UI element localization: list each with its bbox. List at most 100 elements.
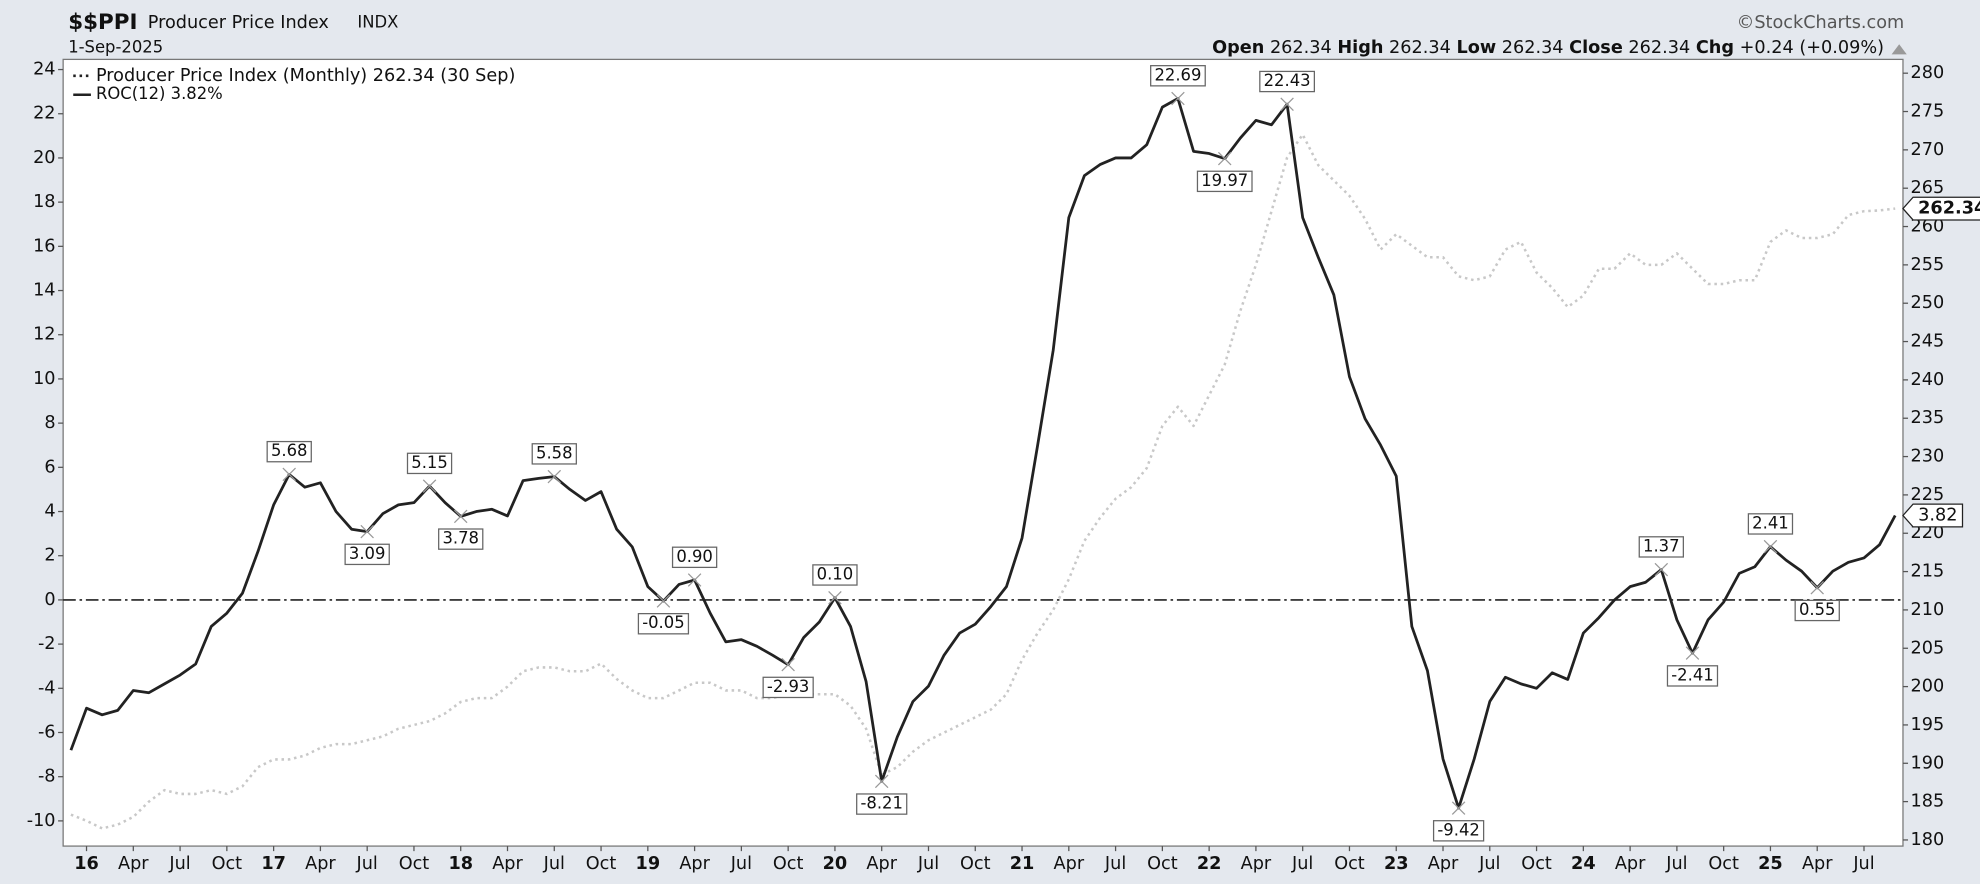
x-tick-label: Jul — [1478, 854, 1500, 874]
label-box — [1747, 513, 1794, 535]
y2-tick-label: 280 — [1911, 63, 1945, 83]
x-tick-label: 16 — [74, 854, 99, 874]
data-label: 1.37 — [1643, 536, 1680, 555]
series-line — [69, 97, 1897, 810]
point-marker — [360, 524, 374, 539]
y-tick-label: 24 — [33, 60, 55, 80]
x-tick-label: 18 — [448, 854, 473, 874]
point-marker — [828, 590, 842, 605]
up-arrow — [1891, 44, 1907, 55]
symbol: $$PPI — [68, 10, 137, 35]
x-tick-label: Jul — [1665, 854, 1687, 874]
point-marker — [1451, 801, 1466, 815]
x-tick-label: Apr — [1428, 854, 1459, 874]
x-tick-label: Oct — [773, 854, 804, 874]
quote: Open 262.34 High 262.34 Low 262.34 Close… — [1212, 38, 1884, 58]
x-tick-label: Oct — [960, 854, 991, 874]
y2-tick-label: 210 — [1911, 600, 1945, 620]
x-tick-label: Jul — [356, 854, 378, 874]
value-tag: 262.34 — [1918, 199, 1980, 219]
data-label: 3.78 — [442, 529, 479, 548]
y2-tick-label: 180 — [1911, 830, 1945, 850]
y2-tick-label: 200 — [1911, 677, 1945, 697]
x-tick-label: 21 — [1010, 854, 1035, 874]
point-marker — [1654, 562, 1669, 577]
y-tick-label: 22 — [33, 104, 55, 124]
point-marker — [687, 573, 702, 587]
x-tick-label: Oct — [1334, 854, 1365, 874]
x-tick-label: Jul — [1104, 854, 1126, 874]
y2-tick-label: 275 — [1911, 102, 1945, 122]
date: 1-Sep-2025 — [68, 38, 163, 57]
chart-title: Producer Price Index — [148, 13, 329, 33]
label-box — [438, 528, 484, 550]
y-tick-label: 18 — [33, 192, 55, 212]
y2-tick-label: 195 — [1911, 715, 1945, 735]
x-tick-label: Oct — [1521, 854, 1552, 874]
point-marker — [781, 657, 795, 672]
y-tick-label: 12 — [33, 325, 55, 345]
x-tick-label: 20 — [823, 854, 848, 874]
y2-tick-label: 205 — [1911, 638, 1945, 658]
x-tick-label: Apr — [492, 854, 523, 874]
label-box — [1794, 599, 1840, 622]
y2-tick-label: 215 — [1911, 562, 1945, 582]
label-box — [637, 613, 690, 635]
x-tick-label: Oct — [212, 854, 243, 874]
y-tick-label: 20 — [33, 148, 55, 168]
point-marker — [874, 774, 889, 789]
data-label: -2.93 — [767, 677, 809, 696]
x-tick-label: Jul — [730, 854, 752, 874]
label-box — [1150, 65, 1206, 87]
x-tick-label: Jul — [168, 854, 190, 874]
y-tick-label: 16 — [33, 236, 55, 256]
quote-label: Chg — [1696, 38, 1734, 58]
data-label: 19.97 — [1201, 171, 1248, 190]
x-tick-label: Apr — [118, 854, 149, 874]
y2-tick-label: 255 — [1911, 255, 1945, 275]
y-tick-label: 8 — [44, 413, 55, 433]
y-tick-label: 14 — [33, 281, 55, 301]
point-marker — [453, 509, 468, 524]
y-tick-label: -10 — [27, 811, 56, 831]
plot-area — [62, 58, 1904, 847]
y2-tick-label: 185 — [1911, 792, 1945, 812]
data-label: -9.42 — [1437, 820, 1479, 839]
y-tick-label: 10 — [33, 369, 55, 389]
data-label: 3.09 — [349, 544, 386, 563]
x-tick-label: Apr — [1241, 854, 1272, 874]
data-label: 0.90 — [676, 547, 713, 566]
x-tick-label: Apr — [1615, 854, 1646, 874]
x-tick-label: Oct — [1147, 854, 1178, 874]
quote-label: Open — [1212, 38, 1264, 58]
value-tag-box — [1902, 503, 1964, 528]
point-marker — [1280, 97, 1294, 112]
data-label: 0.55 — [1799, 600, 1836, 619]
x-tick-label: 19 — [636, 854, 661, 874]
data-label: 5.68 — [271, 441, 308, 460]
data-label: 22.69 — [1154, 65, 1201, 84]
data-label: 22.43 — [1264, 71, 1311, 90]
y-tick-label: -8 — [38, 767, 56, 787]
y-tick-label: 6 — [44, 457, 55, 477]
point-marker — [1763, 539, 1778, 554]
x-tick-label: Jul — [1852, 854, 1874, 874]
y-tick-label: 2 — [44, 546, 55, 566]
y2-tick-label: 225 — [1911, 485, 1945, 505]
data-label: -8.21 — [860, 794, 902, 813]
quote-value: 262.34 — [1628, 38, 1690, 58]
point-marker — [656, 594, 671, 608]
value-tag-box — [1902, 196, 1980, 221]
quote-label: Close — [1569, 38, 1623, 58]
label-box — [266, 440, 312, 463]
data-label: 5.15 — [411, 453, 448, 472]
x-tick-label: Apr — [1054, 854, 1085, 874]
exchange: INDX — [357, 12, 398, 31]
point-marker — [1171, 91, 1185, 106]
point-marker — [1810, 580, 1824, 595]
quote-value: 262.34 — [1502, 38, 1564, 58]
y2-tick-label: 240 — [1911, 370, 1945, 390]
quote-label: High — [1337, 38, 1383, 58]
quote-value: +0.24 (+0.09%) — [1740, 38, 1884, 58]
y2-tick-label: 260 — [1911, 217, 1945, 237]
